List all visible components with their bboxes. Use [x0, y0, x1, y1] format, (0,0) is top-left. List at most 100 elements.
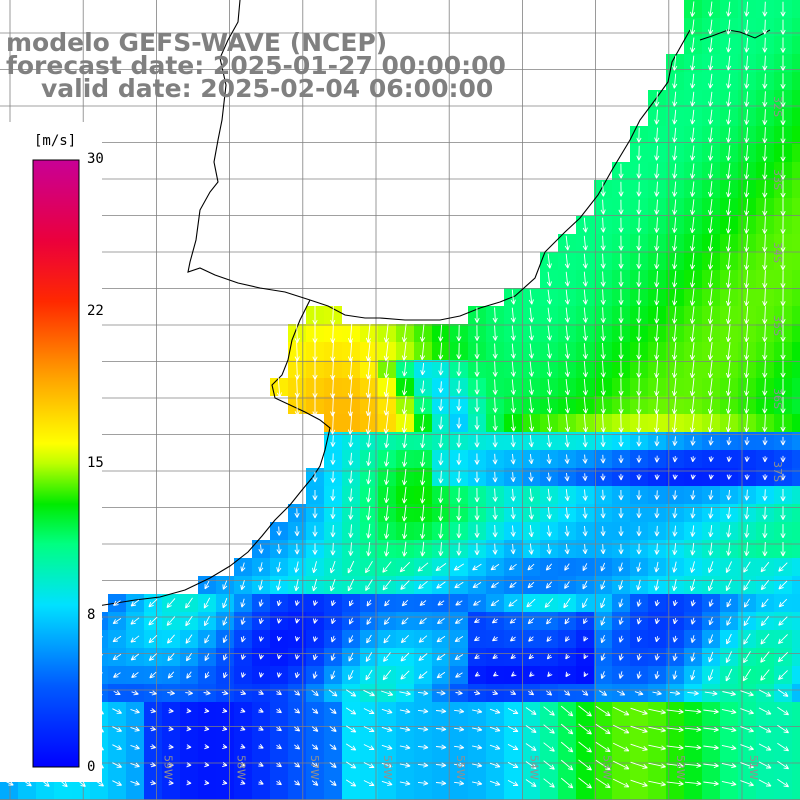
wind-arrow: [600, 217, 606, 233]
wind-arrow: [780, 55, 786, 71]
wind-arrow: [435, 762, 447, 768]
wind-arrow: [690, 91, 696, 107]
wind-arrow: [762, 162, 768, 180]
wind-arrow: [654, 599, 660, 607]
wind-arrow: [492, 379, 498, 395]
wind-arrow: [399, 744, 411, 750]
wind-arrow: [437, 618, 445, 625]
wind-arrow: [707, 181, 714, 198]
wind-arrow: [777, 634, 788, 645]
wind-arrow: [312, 600, 318, 606]
wind-arrow: [654, 91, 660, 107]
wind-arrow: [492, 524, 498, 538]
wind-arrow: [583, 671, 589, 678]
wind-arrow: [130, 762, 140, 768]
wind-arrow: [689, 378, 696, 397]
wind-arrow: [690, 599, 696, 607]
wind-arrow: [690, 578, 696, 592]
wind-arrow: [654, 181, 660, 197]
wind-arrow: [456, 453, 462, 465]
wind-arrow: [401, 486, 408, 504]
wind-arrow: [366, 452, 372, 467]
wind-arrow: [525, 761, 537, 769]
wind-arrow: [630, 779, 648, 787]
wind-arrow: [400, 670, 410, 680]
wind-arrow: [384, 451, 390, 467]
wind-arrow: [648, 708, 666, 715]
wind-arrow: [762, 456, 768, 463]
wind-arrow: [703, 762, 719, 769]
wind-arrow: [726, 73, 732, 89]
wind-arrow: [528, 307, 534, 323]
wind-arrow: [777, 706, 789, 716]
wind-arrow: [689, 413, 695, 433]
wind-arrow: [636, 653, 642, 661]
wind-arrow: [204, 615, 210, 627]
wind-arrow: [778, 616, 788, 626]
colorbar: [0, 122, 102, 782]
wind-arrow: [564, 472, 570, 482]
wind-arrow: [492, 453, 498, 465]
wind-arrow: [636, 253, 642, 269]
wind-arrow: [331, 618, 336, 625]
wind-arrow: [725, 668, 733, 682]
wind-arrow: [654, 253, 660, 270]
wind-arrow: [618, 526, 624, 537]
wind-arrow: [583, 636, 589, 642]
wind-arrow: [472, 780, 483, 786]
wind-arrow: [560, 759, 574, 771]
wind-arrow: [347, 411, 353, 435]
wind-arrow: [672, 235, 678, 252]
wind-arrow: [564, 434, 570, 448]
wind-arrow: [726, 542, 732, 556]
wind-arrow: [636, 490, 642, 501]
wind-arrow: [330, 524, 336, 538]
wind-arrow: [204, 762, 210, 768]
wind-arrow: [240, 743, 246, 749]
wind-arrow: [222, 616, 228, 626]
wind-arrow: [365, 579, 373, 591]
wind-arrow: [708, 163, 714, 179]
wind-arrow: [780, 37, 786, 53]
wind-arrow: [726, 1, 732, 17]
wind-arrow: [258, 544, 264, 554]
wind-arrow: [474, 434, 480, 448]
wind-arrow: [222, 635, 228, 644]
wind-arrow: [383, 394, 389, 416]
wind-arrow: [383, 323, 389, 343]
wind-arrow: [438, 487, 444, 504]
wind-arrow: [401, 413, 407, 433]
wind-arrow: [666, 762, 684, 769]
wind-arrow: [636, 474, 642, 481]
longitude-label: 51W: [747, 755, 760, 780]
wind-arrow: [345, 779, 357, 787]
wind-arrow: [744, 37, 750, 53]
wind-arrow: [366, 434, 372, 448]
wind-arrow: [294, 708, 301, 714]
wind-arrow: [435, 726, 447, 732]
wind-arrow: [654, 474, 660, 480]
wind-arrow: [672, 109, 678, 125]
wind-arrow: [348, 470, 354, 484]
wind-arrow: [474, 505, 480, 521]
wind-arrow: [690, 163, 696, 179]
colorbar-tick-max: 30: [87, 151, 104, 167]
wind-arrow: [778, 598, 788, 608]
wind-arrow: [365, 323, 371, 343]
wind-arrow: [437, 600, 445, 606]
wind-arrow: [311, 780, 319, 786]
wind-arrow: [721, 780, 737, 787]
wind-arrow: [276, 690, 282, 696]
wind-arrow: [672, 270, 678, 288]
wind-arrow: [527, 581, 535, 589]
wind-arrow: [363, 689, 375, 697]
longitude-label: 56W: [381, 755, 394, 780]
wind-arrow: [690, 73, 696, 89]
wind-arrow: [489, 726, 501, 732]
wind-arrow: [762, 198, 768, 216]
wind-arrow: [528, 636, 534, 642]
wind-arrow: [348, 542, 354, 556]
wind-arrow: [186, 726, 192, 732]
wind-arrow: [582, 343, 588, 360]
